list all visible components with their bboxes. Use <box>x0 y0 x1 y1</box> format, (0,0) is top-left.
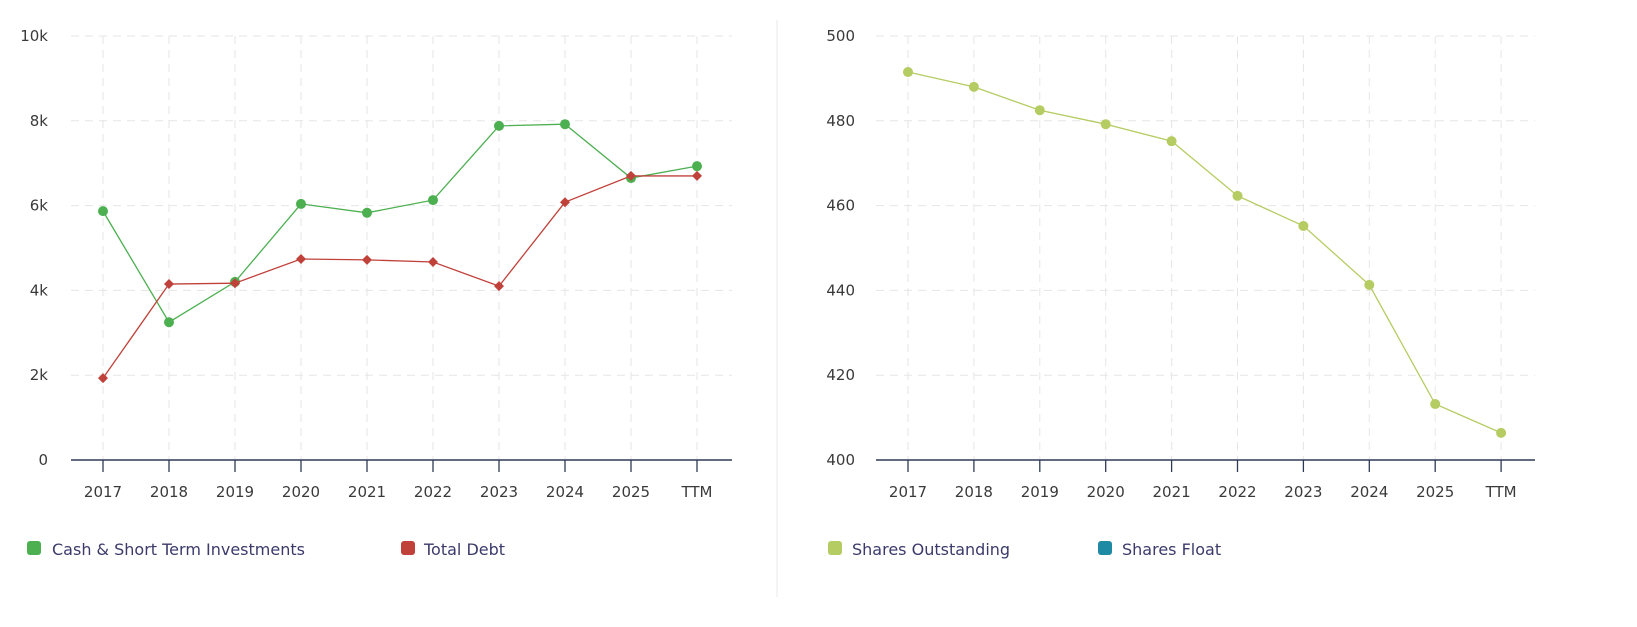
legend-label: Total Debt <box>423 540 505 559</box>
legend-item[interactable]: Total Debt <box>401 540 505 559</box>
data-point-diamond <box>230 278 240 289</box>
y-tick-label: 2k <box>30 366 49 384</box>
x-tick-label: 2025 <box>612 483 650 501</box>
data-point-circle <box>494 120 504 131</box>
chart-2: 400 420 440 460 480 500 2017 2018 2019 2020 2021 20… <box>826 27 1535 559</box>
data-point-circle <box>164 317 174 328</box>
y-tick-label: 460 <box>826 197 855 215</box>
x-tick-label: 2019 <box>1021 483 1059 501</box>
data-point-diamond <box>692 170 702 181</box>
legend-item[interactable]: Shares Outstanding <box>828 540 1010 559</box>
y-tick-label: 0 <box>38 451 48 469</box>
data-point-diamond <box>296 254 306 265</box>
legend-swatch <box>1098 541 1112 555</box>
data-point-circle <box>1232 190 1243 201</box>
legend-label: Cash & Short Term Investments <box>52 540 305 559</box>
data-point-circle <box>692 161 702 172</box>
legend-item[interactable]: Cash & Short Term Investments <box>27 540 305 559</box>
x-tick-label: 2025 <box>1416 483 1454 501</box>
data-point-circle <box>296 198 306 209</box>
y-tick-label: 400 <box>826 451 855 469</box>
data-point-diamond <box>164 279 174 290</box>
data-point-circle <box>1496 427 1507 438</box>
x-tick-label: 2021 <box>348 483 386 501</box>
y-tick-label: 420 <box>826 366 855 384</box>
y-tick-label: 500 <box>826 27 855 45</box>
series-line-1 <box>102 175 697 379</box>
data-point-diamond <box>98 373 108 384</box>
legend-swatch <box>828 541 842 555</box>
x-tick-label: 2022 <box>1218 483 1256 501</box>
legend-label: Shares Outstanding <box>852 540 1010 559</box>
data-point-circle <box>428 195 438 206</box>
series-line-0 <box>907 71 1502 434</box>
data-point-circle <box>98 206 108 217</box>
data-point-diamond <box>626 170 636 181</box>
data-point-circle <box>1364 279 1375 290</box>
data-point-circle <box>560 119 570 130</box>
legend-item[interactable]: Shares Float <box>1098 540 1221 559</box>
data-point-diamond <box>560 197 570 208</box>
y-tick-label: 4k <box>30 281 49 299</box>
legend-label: Shares Float <box>1122 540 1221 559</box>
x-tick-label: 2017 <box>889 483 927 501</box>
y-tick-label: 480 <box>826 112 855 130</box>
x-tick-label: 2019 <box>216 483 254 501</box>
data-point-circle <box>362 207 372 218</box>
data-point-diamond <box>494 281 504 292</box>
y-tick-label: 6k <box>30 197 49 215</box>
data-point-diamond <box>362 254 372 265</box>
x-tick-label: 2022 <box>414 483 452 501</box>
x-tick-label: 2024 <box>1350 483 1388 501</box>
x-tick-label: 2018 <box>955 483 993 501</box>
x-tick-label: 2021 <box>1153 483 1191 501</box>
x-tick-label: 2020 <box>282 483 320 501</box>
x-tick-label: 2024 <box>546 483 584 501</box>
legend-swatch <box>27 541 41 555</box>
data-point-circle <box>968 81 979 92</box>
series-line-0 <box>102 123 698 324</box>
y-tick-label: 440 <box>826 281 855 299</box>
chart-1: 0 2k 4k 6k 8k 10k 2017 2018 2019 2020 2021 2022 2023… <box>20 27 732 559</box>
data-point-circle <box>903 67 913 78</box>
x-tick-label: 2020 <box>1087 483 1125 501</box>
x-tick-label: TTM <box>1485 483 1517 501</box>
data-point-circle <box>1298 220 1309 231</box>
x-tick-label: 2017 <box>84 483 122 501</box>
y-tick-label: 10k <box>20 27 48 45</box>
x-tick-label: 2023 <box>480 483 518 501</box>
x-tick-label: 2023 <box>1284 483 1322 501</box>
data-point-diamond <box>428 256 438 267</box>
data-point-circle <box>1430 399 1441 410</box>
data-point-circle <box>1166 136 1177 147</box>
x-tick-label: TTM <box>680 483 712 501</box>
x-tick-label: 2018 <box>150 483 188 501</box>
y-tick-label: 8k <box>30 112 49 130</box>
data-point-circle <box>1100 119 1111 130</box>
data-point-circle <box>1034 105 1045 116</box>
legend-swatch <box>401 541 415 555</box>
